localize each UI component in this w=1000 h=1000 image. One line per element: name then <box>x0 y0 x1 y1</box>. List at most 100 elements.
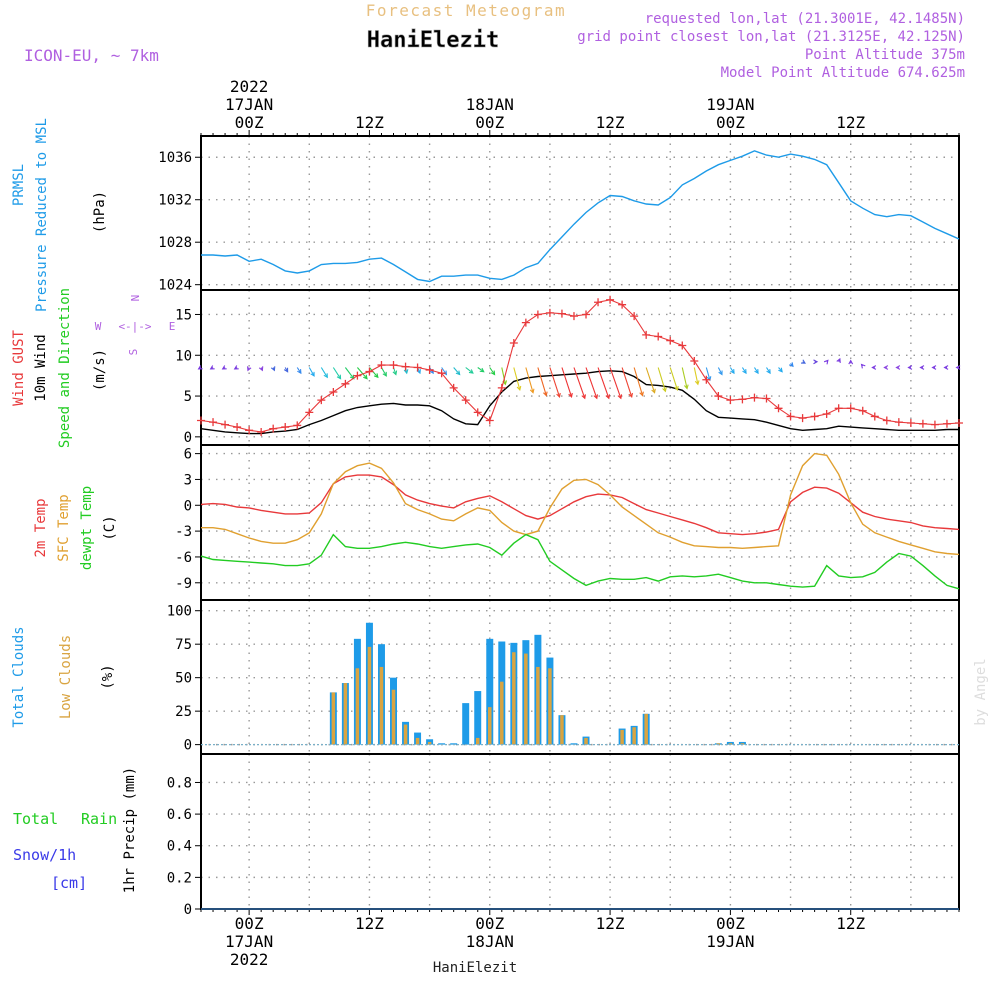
wind-arrow-head <box>931 365 937 370</box>
wind-gust-marker <box>702 375 711 384</box>
wind-gust-marker <box>365 367 374 376</box>
wind-arrow-head <box>468 369 474 374</box>
requested-coords: requested lon,lat (21.3001E, 42.1485N) <box>645 11 965 27</box>
wind-gust-marker <box>714 392 723 401</box>
wind-gust-marker <box>942 419 951 428</box>
y-tick-label: 1024 <box>158 278 192 294</box>
precip-snow-label: Snow/1h <box>13 846 76 864</box>
wind-arrow-head <box>694 380 700 386</box>
y-tick-label: 0 <box>184 430 192 446</box>
wind-arrow-head <box>382 371 387 377</box>
wind-arrow-head <box>919 365 925 370</box>
low-clouds-label: Low Clouds <box>58 635 74 719</box>
wind-arrow-head <box>363 374 368 380</box>
wind-arrow-head <box>823 359 829 365</box>
clouds-panel: Total Clouds Low Clouds (%) by Angel 0 25… <box>11 599 989 755</box>
low-cloud-bar <box>560 715 564 745</box>
top-time-label: 18JAN <box>466 95 514 114</box>
precip-ylabel: 1hr Precip (mm) <box>122 767 138 893</box>
wind-gust-marker <box>293 421 302 430</box>
low-cloud-bar <box>403 724 408 745</box>
total-cloud-bar <box>438 743 446 745</box>
low-cloud-bar <box>716 743 721 745</box>
low-cloud-bar <box>331 692 336 745</box>
low-cloud-bar <box>548 668 552 745</box>
wind-arrow-head <box>813 359 819 365</box>
y-tick-label: 1028 <box>158 235 192 251</box>
wind-gust-marker <box>353 371 362 380</box>
y-tick-label: 0.6 <box>167 807 192 823</box>
wind-gust-marker <box>533 310 542 319</box>
closest-coords: grid point closest lon,lat (21.3125E, 42… <box>577 29 965 45</box>
wind-gust-marker <box>630 312 639 321</box>
total-clouds-label: Total Clouds <box>11 626 27 727</box>
top-time-label: 00Z <box>475 113 504 132</box>
bottom-time-label: 12Z <box>596 914 625 933</box>
wind-arrow-head <box>593 394 599 400</box>
wind-arrow-head <box>455 370 461 376</box>
wind-arrow-head <box>197 365 203 370</box>
wind-arrow-head <box>581 394 586 400</box>
wind-arrow-shaft <box>537 367 547 396</box>
wind-gust-line <box>200 299 960 433</box>
wind-arrow-shaft <box>573 367 586 399</box>
pressure-label-short: PRMSL <box>11 164 27 206</box>
bottom-time-label: 2022 <box>230 950 269 969</box>
wind-arrow-head <box>209 365 215 370</box>
wind-gust-marker <box>209 418 218 427</box>
y-tick-label: 0.8 <box>167 775 192 791</box>
wind-arrow-head <box>490 370 496 376</box>
wind-arrow-head <box>221 365 227 370</box>
wind-gust-marker <box>774 404 783 413</box>
wind-arrow-shaft <box>585 367 598 399</box>
low-cloud-bar <box>367 646 372 745</box>
wind-arrow-shaft <box>597 367 610 399</box>
wind-arrow-head <box>871 365 877 370</box>
point-altitude: Point Altitude 375m <box>805 47 965 63</box>
wind-arrow-head <box>373 373 379 379</box>
wind-gust-marker <box>401 362 410 371</box>
wind-gust-marker <box>485 416 494 425</box>
wind-arrow-shaft <box>717 367 723 375</box>
y-tick-label: -9 <box>175 576 192 592</box>
compass-s: S <box>127 349 140 356</box>
wind-arrow-head <box>742 369 747 375</box>
wind-gust-marker <box>197 416 205 425</box>
wind-arrow-head <box>766 369 771 375</box>
precip-snow-unit: [cm] <box>51 874 87 892</box>
bottom-time-label: 00Z <box>235 914 264 933</box>
wind-gust-marker <box>834 404 843 413</box>
wind-arrow-head <box>529 388 535 394</box>
wind-arrow-shaft <box>501 367 506 385</box>
y-tick-label: 1036 <box>158 150 192 166</box>
wind-arrow-head <box>718 370 723 376</box>
total-cloud-bar <box>462 703 470 745</box>
y-tick-label: 1032 <box>158 193 192 209</box>
bottom-time-label: 00Z <box>475 914 504 933</box>
top-time-label: 12Z <box>836 113 865 132</box>
low-cloud-bar <box>536 666 540 745</box>
low-cloud-bar <box>512 652 516 745</box>
wind-gust-marker <box>557 309 566 318</box>
wind-arrow-shaft <box>332 367 342 379</box>
pressure-unit: (hPa) <box>92 191 108 233</box>
wind-gust-marker <box>642 330 651 339</box>
wind-gust-marker <box>870 412 879 421</box>
wind-gust-marker <box>521 318 530 327</box>
wind-gust-marker <box>582 310 591 319</box>
top-time-label: 12Z <box>596 113 625 132</box>
wind-gust-marker <box>882 416 891 425</box>
wind-gust-marker <box>955 418 963 427</box>
y-tick-label: 3 <box>184 472 192 488</box>
y-tick-label: 6 <box>184 447 192 463</box>
low-cloud-bar <box>475 737 480 745</box>
wind-gust-marker <box>750 393 759 402</box>
wind-10m-label: 10m Wind <box>33 334 49 401</box>
wind-gust-marker <box>341 379 350 388</box>
wind-gust-marker <box>245 426 254 435</box>
station-title: HaniElezit <box>367 28 499 53</box>
low-cloud-bar <box>355 668 360 745</box>
wind-gust-marker <box>269 424 278 433</box>
wind-arrow-shaft <box>308 367 315 377</box>
